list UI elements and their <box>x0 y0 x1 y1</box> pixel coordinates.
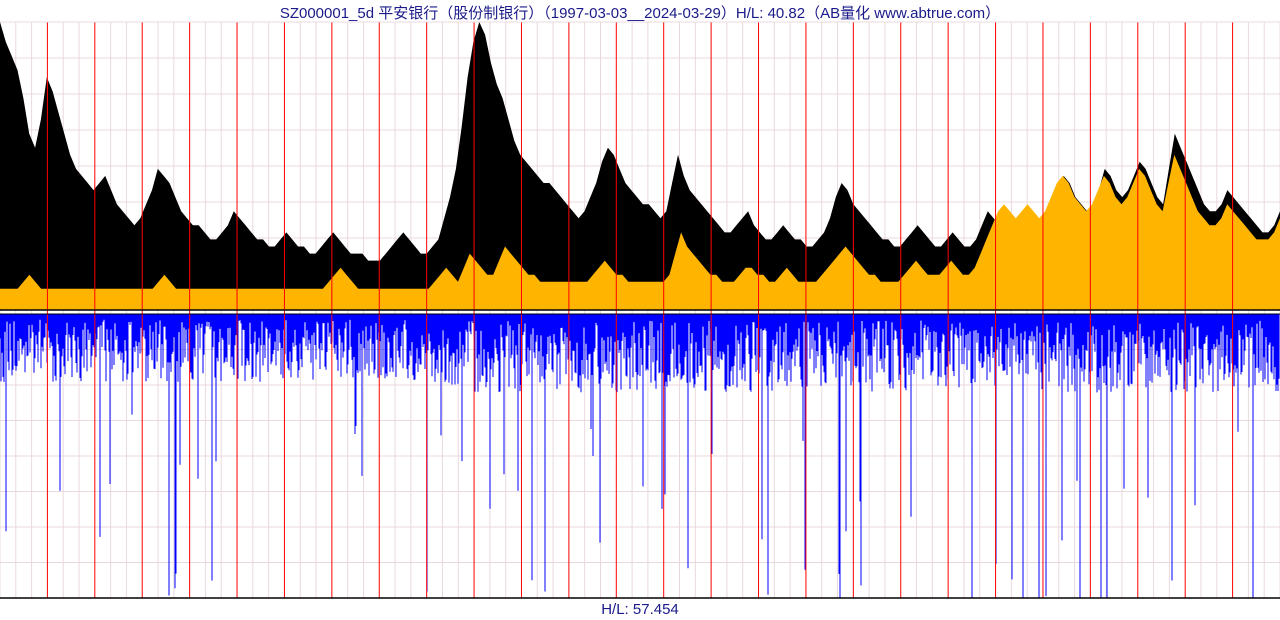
chart-svg <box>0 0 1280 620</box>
chart-footer: H/L: 57.454 <box>0 601 1280 618</box>
chart-title: SZ000001_5d 平安银行（股份制银行）（1997-03-03__2024… <box>0 2 1280 23</box>
stock-chart: SZ000001_5d 平安银行（股份制银行）（1997-03-03__2024… <box>0 0 1280 620</box>
